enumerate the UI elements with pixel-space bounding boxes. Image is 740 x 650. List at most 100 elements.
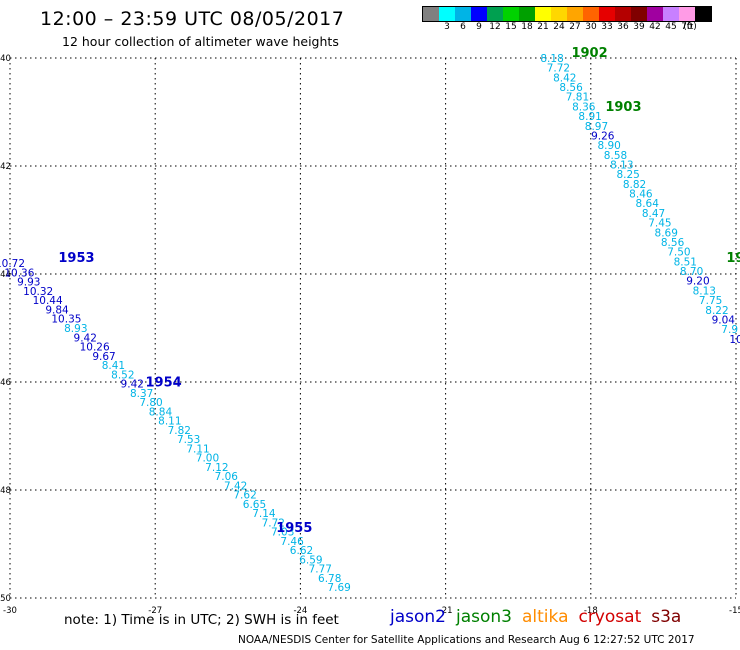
scale-tick-label: 33 — [601, 22, 613, 32]
scale-swatch — [615, 7, 631, 21]
scale-swatch — [439, 7, 455, 21]
grid-layer — [9, 57, 737, 599]
satellite-legend: jason2 jason3 altika cryosat s3a — [390, 607, 691, 627]
wave-height-label: 9.67 — [92, 351, 115, 363]
wave-height-label: 8.64 — [636, 198, 660, 210]
wave-height-label: 7.00 — [196, 453, 219, 465]
scale-swatch — [471, 7, 487, 21]
longitude-tick-label: -27 — [148, 606, 162, 616]
wave-height-label: 8.70 — [680, 266, 703, 278]
wave-height-label: 10.26 — [80, 342, 110, 354]
latitude-tick-label: -46 — [0, 378, 11, 388]
legend-item-cryosat: cryosat — [578, 607, 642, 627]
wave-height-label: 8.58 — [604, 150, 627, 162]
longitude-tick-label: -21 — [439, 606, 453, 616]
wave-height-label: 6.78 — [318, 573, 341, 585]
wave-height-label: 8.90 — [597, 140, 620, 152]
wave-height-label: 10.72 — [0, 258, 25, 270]
wave-height-label: 7.62 — [233, 490, 256, 502]
longitude-tick-label: -24 — [293, 606, 307, 616]
longitude-tick-label: -15 — [729, 606, 740, 616]
wave-height-label: 7.69 — [327, 582, 350, 594]
pass-time-label: 1903 — [605, 100, 641, 115]
scale-tick-label: 6 — [460, 22, 466, 32]
wave-height-label: 8.51 — [674, 256, 697, 268]
legend-item-jason3: jason3 — [456, 607, 512, 627]
axis-labels-layer: -30 -27 -24 -21 -18 -15 -40 -42 -44 -46 -48 -50 — [0, 54, 740, 616]
wave-height-label: 7.50 — [667, 247, 690, 259]
wave-height-label: 8.13 — [693, 285, 716, 297]
wave-height-label: 8.69 — [655, 227, 678, 239]
scale-swatch — [487, 7, 503, 21]
scale-swatch — [551, 7, 567, 21]
wave-height-label: 8.41 — [102, 360, 125, 372]
wave-height-label: 8.18 — [540, 53, 563, 65]
wave-height-label: 10.32 — [23, 286, 53, 298]
scale-tick-label: 12 — [489, 22, 501, 32]
wave-height-label: 7.53 — [177, 434, 200, 446]
wave-height-label: 8.11 — [158, 416, 181, 428]
wave-height-label: 10.35 — [51, 314, 81, 326]
pass-time-label: 1902 — [571, 46, 607, 61]
latitude-tick-label: -44 — [0, 270, 11, 280]
wave-height-label: 9.84 — [45, 304, 69, 316]
wave-height-label: 8.56 — [661, 237, 685, 249]
scale-tick-label: 30 — [585, 22, 597, 32]
wave-height-label: 7.80 — [139, 397, 162, 409]
latitude-tick-label: -50 — [0, 594, 11, 604]
color-scale-bar — [422, 6, 712, 22]
scale-unit-label: (ft) — [683, 22, 697, 32]
page-subtitle: 12 hour collection of altimeter wave hei… — [62, 34, 339, 49]
scale-tick-label: 42 — [649, 22, 661, 32]
pass-time-label: 1953 — [58, 251, 94, 266]
scale-swatch — [503, 7, 519, 21]
scale-swatch — [535, 7, 551, 21]
scale-swatch — [631, 7, 647, 21]
wave-height-label: 8.93 — [64, 323, 87, 335]
wave-height-label: 7.12 — [205, 462, 228, 474]
pass-time-label: 1954 — [146, 375, 182, 390]
color-scale-labels: 3 6 9 12 15 18 21 24 27 30 33 36 39 42 45 70 (ft) — [422, 22, 740, 34]
pass-time-label: 1955 — [276, 521, 312, 536]
page-title: 12:00 – 23:59 UTC 08/05/2017 — [40, 8, 345, 30]
scale-tick-label: 9 — [476, 22, 482, 32]
scale-tick-label: 45 — [665, 22, 677, 32]
wave-height-label: 9.20 — [686, 276, 709, 288]
wave-height-label: 6.65 — [243, 499, 266, 511]
wave-height-label: 8.52 — [111, 369, 134, 381]
wave-height-label: 8.25 — [616, 169, 639, 181]
latitude-tick-label: -40 — [0, 54, 11, 64]
wave-height-label: 8.46 — [629, 189, 653, 201]
wave-height-label: 8.97 — [585, 121, 608, 133]
longitude-tick-label: -18 — [584, 606, 598, 616]
wave-height-label: 8.22 — [705, 305, 728, 317]
wave-height-label: 8.37 — [130, 388, 153, 400]
scale-tick-label: 70 — [681, 22, 693, 32]
wave-height-label: 7.42 — [224, 480, 247, 492]
wave-height-label: 8.82 — [623, 179, 646, 191]
wave-height-label: 7.81 — [566, 92, 589, 104]
scale-swatch — [455, 7, 471, 21]
wave-height-label: 10.44 — [33, 295, 63, 307]
wave-height-label: 8.47 — [642, 208, 665, 220]
longitude-tick-label: -30 — [3, 606, 17, 616]
wave-height-label: 7.82 — [168, 425, 191, 437]
wave-height-label: 7.9 — [721, 324, 738, 336]
scale-tick-label: 18 — [521, 22, 533, 32]
scale-swatch — [423, 7, 439, 21]
wave-height-label: 10 — [729, 334, 740, 346]
wave-height-label: 7.45 — [648, 218, 671, 230]
wave-height-label: 6.59 — [299, 554, 322, 566]
wave-height-label: 6.62 — [290, 545, 313, 557]
legend-item-altika: altika — [522, 607, 569, 627]
wave-height-label: 7.11 — [186, 443, 209, 455]
scale-swatch — [519, 7, 535, 21]
scale-tick-label: 27 — [569, 22, 581, 32]
scale-swatch — [663, 7, 679, 21]
pass-time-label: 1904 — [726, 251, 740, 266]
wave-height-label: 8.91 — [578, 111, 601, 123]
wave-height-label: 7.46 — [280, 536, 304, 548]
wave-height-label: 9.42 — [74, 332, 97, 344]
scale-tick-label: 15 — [505, 22, 517, 32]
